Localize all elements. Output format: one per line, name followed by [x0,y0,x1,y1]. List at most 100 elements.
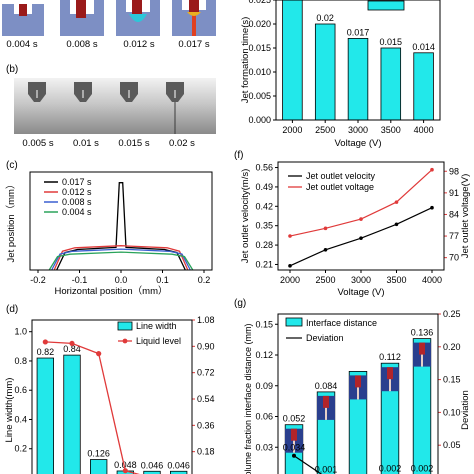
chart-g-frame [277,313,439,474]
bar-e-3000 [347,38,369,121]
ytick-label-g-0.12: 0.12 [255,350,273,360]
panel-a-time-1: 0.004 s [6,39,37,50]
ylabel-e: Jet formation time(s) [240,17,251,104]
ytick-right-label-d-1.08: 1.08 [197,315,215,325]
xtick-label-c-0.1: 0.1 [156,275,169,285]
ytick-right-label-d-0.72: 0.72 [197,368,215,378]
panel-b-frame-1 [28,82,46,102]
ytick-label-d-0.6: 0.6 [14,385,27,395]
ytick-label-g-0.06: 0.06 [255,412,273,422]
chart-d-line-width: 0.820.840.1260.0480.0460.0460.00.20.40.6… [4,315,215,474]
inset-jet-g-3 [389,379,391,392]
panel-a-time-2: 0.008 s [66,39,97,50]
point-d-2 [96,351,102,357]
panel-d-label: (d) [6,304,18,315]
xtick-label-e-3500: 3500 [381,125,401,135]
panel-b-frame-4 [166,82,184,134]
series-line-g-deviation [293,455,323,474]
chart-e-jet-formation-time: 2000 0.02 2500 0.017 3000 0.015 3500 0.014 4000 0… [240,0,441,149]
panel-b-label: (b) [6,64,18,75]
ytick-right-label-g-0.10: 0.10 [443,407,461,417]
ytick-right-label-g-0.05: 0.05 [443,440,461,450]
deviation-label-g-1: 0.001 [315,464,338,474]
inset-jet-g-2 [357,387,359,400]
bar-d-1 [36,357,54,474]
bar-e-3500 [380,47,402,121]
ytick-right-label-f-70: 70 [449,253,459,263]
panel-b-time-3: 0.015 s [118,138,149,149]
chart-g-interface-distance: 0.052 0.084 0.112 0.136 0.034 0.001 0.002 0.002… [243,309,471,474]
ytick-label-g-0.15: 0.15 [255,319,273,329]
ytick-right-label-g-0.20: 0.20 [443,342,461,352]
panel-f-label: (f) [234,150,243,161]
legend-swatch-d-0 [117,321,133,331]
ylabel-f: Jet outlet velocity(m/s) [240,169,251,264]
ylabel-d: Line width(mm) [4,378,15,443]
point-f-1-0 [288,234,292,238]
panel-a-time-4: 0.017 s [178,39,209,50]
panel-a-frame-3 [116,0,160,36]
xtick-label-f-4000: 4000 [422,275,442,285]
data-label-g-0: 0.052 [283,414,306,424]
chart-d-frame [31,319,193,474]
bar-e-4000 [413,52,434,121]
ylabel-c: Jet position（mm） [5,180,17,263]
point-f-0-3 [394,222,399,227]
series-line-c-3 [48,251,194,271]
ytick-label-e-0.005: 0.005 [248,91,271,101]
series-line-c-1 [53,245,189,271]
chart-c-jet-position: 0.017 s0.012 s0.008 s0.004 s -0.2 -0.1 0.0 0… [5,171,213,297]
xtick-label-c-0.2: 0.2 [198,275,211,285]
ytick-label-e-0.015: 0.015 [248,43,271,53]
ytick-right-label-f-84: 84 [449,209,459,219]
ytick-right-label-g-0.25: 0.25 [443,309,461,319]
legend-label-d-1: Liquid level [136,336,181,346]
deviation-label-g-0: 0.034 [283,443,306,453]
point-f-1-1 [323,226,328,231]
data-label-d-2: 0.126 [87,449,110,459]
ytick-right-label-f-77: 77 [449,231,459,241]
xtick-label-f-2000: 2000 [280,275,300,285]
xtick-label-e-3000: 3000 [348,125,368,135]
ytick-label-e-0.025: 0.025 [248,0,271,5]
ytick-right-label-d-0.54: 0.54 [197,394,215,404]
data-label-d-5: 0.046 [167,460,190,470]
inset-jet-g-0 [293,440,295,453]
ytick-label-f-0.49: 0.49 [255,182,273,192]
ytick-label-g-0.03: 0.03 [255,442,273,452]
xtick-label-c-0.0: 0.0 [115,275,128,285]
ytick-right-label-d-0.90: 0.90 [197,341,215,351]
legend-label-c-3: 0.004 s [62,207,92,217]
ytick-label-f-0.42: 0.42 [255,201,273,211]
xtick-label-e-4000: 4000 [414,125,434,135]
bar-e-2500 [314,23,336,121]
panel-a-frame-1 [2,0,44,36]
ylabel-right-f: Jet outlet voltage(V) [460,174,471,259]
ytick-right-label-d-0.18: 0.18 [197,447,215,457]
ylabel-g: olume fraction interface distance (mm) [243,323,253,474]
data-label-e-3500: 0.015 [380,37,403,47]
ytick-right-label-g-0.15: 0.15 [443,375,461,385]
ytick-right-label-f-98: 98 [449,166,459,176]
panel-b-frame-3 [120,82,138,102]
bar-d-3 [90,459,108,474]
inset-nozzle-g-0 [291,428,297,441]
legend-label-c-2: 0.008 s [62,197,92,207]
deviation-label-g-3: 0.002 [379,464,402,474]
data-label-g-1: 0.084 [315,381,338,391]
bar-d-5 [143,470,161,474]
panel-a-frame-4 [172,0,216,36]
data-label-d-0: 0.82 [37,347,55,357]
chart-e-frame [275,0,441,121]
xtick-label-c--0.1: -0.1 [72,275,88,285]
ytick-label-f-0.28: 0.28 [255,240,273,250]
xtick-label-e-2000: 2000 [282,125,302,135]
inset-jet-g-4 [421,354,423,367]
series-line-d-liquid-level [45,341,140,474]
point-g-0 [292,453,296,458]
ytick-label-e-0.010: 0.010 [248,67,271,77]
legend-swatch-e [367,0,405,11]
point-d-3 [122,468,128,474]
